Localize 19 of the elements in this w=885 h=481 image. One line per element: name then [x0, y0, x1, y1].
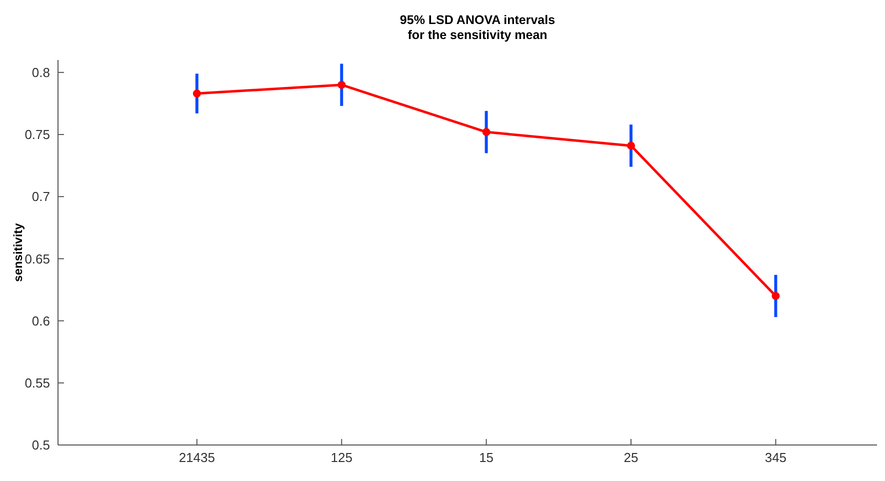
point — [627, 142, 636, 150]
y-tick-label: 0.7 — [32, 189, 50, 204]
x-tick-label: 25 — [624, 450, 638, 465]
x-tick-label: 21435 — [178, 450, 215, 465]
point — [192, 90, 201, 98]
y-tick-label: 0.65 — [24, 251, 50, 266]
x-tick-label: 15 — [479, 450, 494, 465]
x-tick-label: 345 — [764, 450, 787, 465]
chart-title: 95% LSD ANOVA intervals for the sensitivity mean — [400, 13, 556, 42]
y-tick-label: 0.75 — [24, 127, 50, 142]
y-tick-label: 0.6 — [32, 313, 50, 328]
y-tick-label: 0.8 — [32, 64, 50, 80]
x-tick-label: 125 — [330, 450, 352, 465]
y-tick-label: 0.55 — [24, 375, 50, 390]
y-axis-title: sensitivity — [11, 222, 25, 282]
point — [482, 128, 490, 136]
y-tick-label: 0.5 — [32, 438, 50, 453]
point — [338, 80, 346, 89]
point — [772, 292, 780, 300]
